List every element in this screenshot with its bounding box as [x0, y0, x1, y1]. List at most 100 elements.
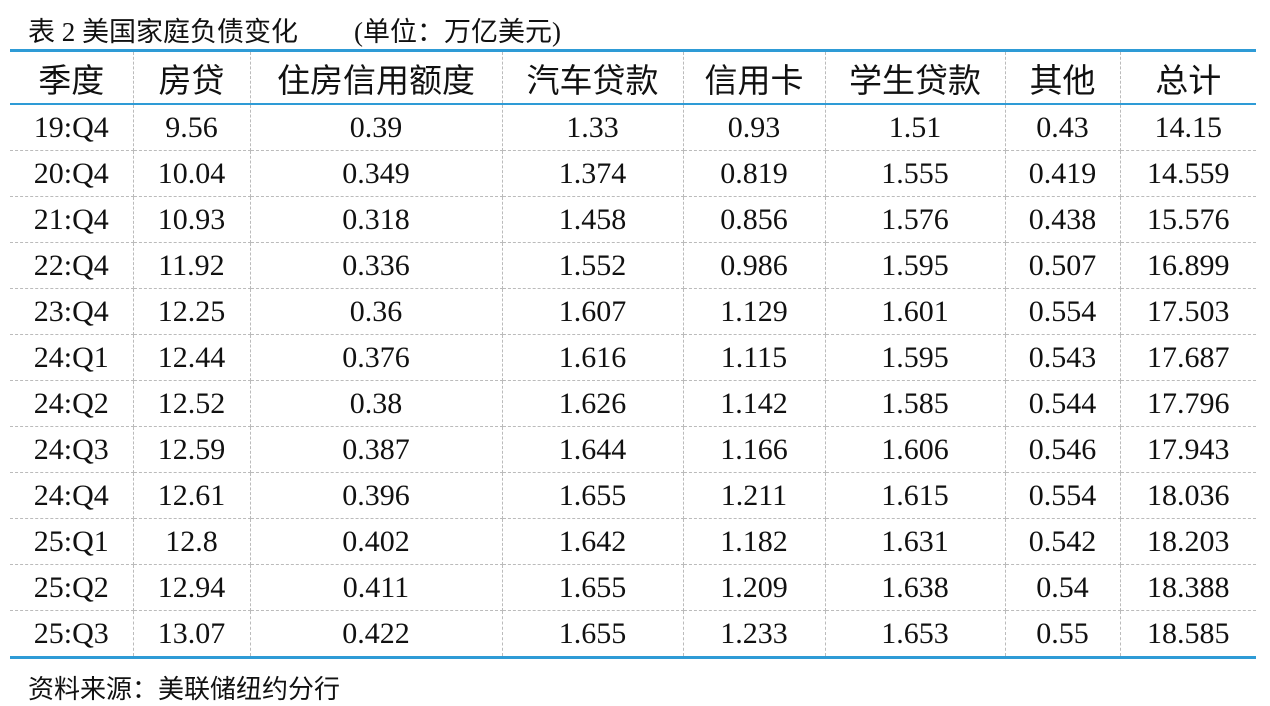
value-cell: 1.606	[824, 426, 1006, 473]
value-cell: 18.585	[1119, 610, 1256, 658]
value-cell: 14.559	[1119, 150, 1256, 197]
value-cell: 0.318	[249, 196, 503, 243]
table-row: 25:Q3 13.07 0.422 1.655 1.233 1.653 0.55 18.585	[10, 610, 1256, 658]
value-cell: 1.129	[682, 288, 826, 335]
value-cell: 1.233	[682, 610, 826, 658]
value-cell: 1.601	[824, 288, 1006, 335]
value-cell: 1.595	[824, 334, 1006, 381]
value-cell: 0.507	[1004, 242, 1121, 289]
quarter-cell: 24:Q4	[10, 472, 134, 519]
value-cell: 1.142	[682, 380, 826, 427]
value-cell: 0.544	[1004, 380, 1121, 427]
column-header: 季度	[10, 50, 134, 105]
unit-note: (单位：万亿美元)	[354, 17, 561, 47]
value-cell: 12.44	[132, 334, 251, 381]
value-cell: 18.036	[1119, 472, 1256, 519]
column-header: 学生贷款	[824, 50, 1006, 105]
value-cell: 1.576	[824, 196, 1006, 243]
value-cell: 12.52	[132, 380, 251, 427]
value-cell: 17.796	[1119, 380, 1256, 427]
value-cell: 10.04	[132, 150, 251, 197]
quarter-cell: 24:Q3	[10, 426, 134, 473]
value-cell: 18.388	[1119, 564, 1256, 611]
value-cell: 1.555	[824, 150, 1006, 197]
value-cell: 0.396	[249, 472, 503, 519]
value-cell: 0.402	[249, 518, 503, 565]
table-row: 24:Q3 12.59 0.387 1.644 1.166 1.606 0.546 17.94…	[10, 426, 1256, 473]
header-row: 季度 房贷 住房信用额度 汽车贷款 信用卡 学生贷款 其他 总计	[10, 50, 1256, 105]
value-cell: 1.653	[824, 610, 1006, 658]
value-cell: 12.8	[132, 518, 251, 565]
value-cell: 1.209	[682, 564, 826, 611]
value-cell: 1.607	[501, 288, 684, 335]
table-row: 19:Q4 9.56 0.39 1.33 0.93 1.51 0.43 14.15	[10, 104, 1256, 151]
column-header: 总计	[1119, 50, 1256, 105]
value-cell: 1.182	[682, 518, 826, 565]
value-cell: 14.15	[1119, 104, 1256, 151]
value-cell: 1.615	[824, 472, 1006, 519]
value-cell: 12.25	[132, 288, 251, 335]
table-row: 25:Q2 12.94 0.411 1.655 1.209 1.638 0.54 18.388	[10, 564, 1256, 611]
value-cell: 1.644	[501, 426, 684, 473]
value-cell: 1.595	[824, 242, 1006, 289]
table-row: 24:Q1 12.44 0.376 1.616 1.115 1.595 0.543 17.68…	[10, 334, 1256, 381]
table-row: 25:Q1 12.8 0.402 1.642 1.182 1.631 0.542 18.203	[10, 518, 1256, 565]
value-cell: 1.585	[824, 380, 1006, 427]
value-cell: 1.115	[682, 334, 826, 381]
value-cell: 0.546	[1004, 426, 1121, 473]
value-cell: 12.59	[132, 426, 251, 473]
value-cell: 16.899	[1119, 242, 1256, 289]
value-cell: 1.626	[501, 380, 684, 427]
value-cell: 0.387	[249, 426, 503, 473]
quarter-cell: 20:Q4	[10, 150, 134, 197]
value-cell: 1.374	[501, 150, 684, 197]
value-cell: 17.687	[1119, 334, 1256, 381]
value-cell: 12.61	[132, 472, 251, 519]
value-cell: 17.943	[1119, 426, 1256, 473]
quarter-cell: 22:Q4	[10, 242, 134, 289]
column-header: 信用卡	[682, 50, 826, 105]
value-cell: 1.631	[824, 518, 1006, 565]
quarter-cell: 25:Q3	[10, 610, 134, 658]
column-header: 其他	[1004, 50, 1121, 105]
quarter-cell: 25:Q2	[10, 564, 134, 611]
quarter-cell: 24:Q2	[10, 380, 134, 427]
table-title: 表 2 美国家庭负债变化	[28, 17, 298, 47]
quarter-cell: 19:Q4	[10, 104, 134, 151]
value-cell: 0.336	[249, 242, 503, 289]
debt-table: 季度 房贷 住房信用额度 汽车贷款 信用卡 学生贷款 其他 总计 19:Q4 9.56 0.39 1…	[10, 49, 1256, 659]
quarter-cell: 24:Q1	[10, 334, 134, 381]
value-cell: 0.43	[1004, 104, 1121, 151]
value-cell: 0.819	[682, 150, 826, 197]
value-cell: 0.422	[249, 610, 503, 658]
value-cell: 1.552	[501, 242, 684, 289]
value-cell: 1.642	[501, 518, 684, 565]
value-cell: 0.93	[682, 104, 826, 151]
quarter-cell: 23:Q4	[10, 288, 134, 335]
value-cell: 0.986	[682, 242, 826, 289]
value-cell: 0.419	[1004, 150, 1121, 197]
table-row: 22:Q4 11.92 0.336 1.552 0.986 1.595 0.507 16.89…	[10, 242, 1256, 289]
column-header: 房贷	[132, 50, 251, 105]
value-cell: 0.542	[1004, 518, 1121, 565]
value-cell: 1.655	[501, 472, 684, 519]
value-cell: 1.51	[824, 104, 1006, 151]
value-cell: 1.33	[501, 104, 684, 151]
value-cell: 9.56	[132, 104, 251, 151]
value-cell: 12.94	[132, 564, 251, 611]
value-cell: 18.203	[1119, 518, 1256, 565]
value-cell: 0.438	[1004, 196, 1121, 243]
value-cell: 0.554	[1004, 472, 1121, 519]
value-cell: 0.554	[1004, 288, 1121, 335]
value-cell: 0.349	[249, 150, 503, 197]
table-body: 19:Q4 9.56 0.39 1.33 0.93 1.51 0.43 14.15 20:Q4 1…	[10, 104, 1256, 658]
value-cell: 0.36	[249, 288, 503, 335]
table-row: 24:Q2 12.52 0.38 1.626 1.142 1.585 0.544 17.796	[10, 380, 1256, 427]
value-cell: 0.38	[249, 380, 503, 427]
value-cell: 0.54	[1004, 564, 1121, 611]
title: 表 2 美国家庭负债变化 (单位：万亿美元)	[28, 10, 561, 49]
value-cell: 11.92	[132, 242, 251, 289]
value-cell: 13.07	[132, 610, 251, 658]
value-cell: 1.655	[501, 564, 684, 611]
